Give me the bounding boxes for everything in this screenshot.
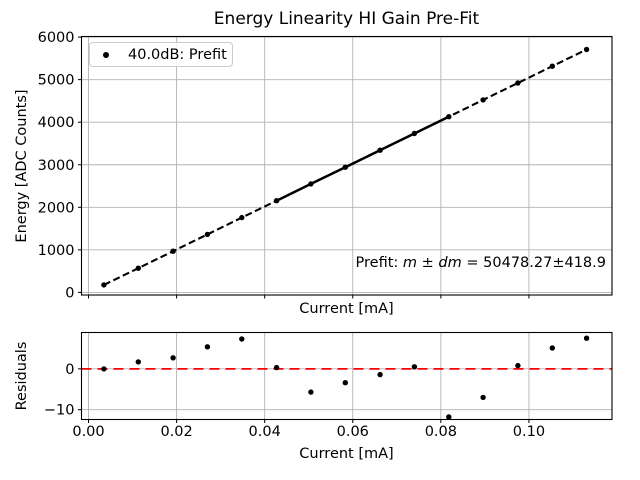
residuals-axis-label: Residuals: [14, 341, 30, 411]
data-point: [204, 231, 211, 238]
annotation-dm: dm: [438, 255, 462, 271]
data-point: [135, 359, 141, 365]
data-point: [308, 181, 314, 187]
data-point: [411, 364, 418, 370]
data-point: [583, 335, 590, 341]
data-point: [583, 46, 590, 53]
prefit-annotation: Prefit: m ± dm = 50478.27±418.9: [356, 255, 606, 271]
x-tick-label: 0.06: [337, 424, 369, 440]
x-tick-label: 0.00: [72, 424, 104, 440]
data-point: [549, 345, 555, 351]
data-point: [135, 265, 141, 271]
annotation-value: 50478.27±418.9: [483, 255, 606, 271]
y-tick-label: 0: [65, 362, 74, 378]
chart-title: Energy Linearity HI Gain Pre-Fit: [213, 9, 480, 29]
axes-border: [80, 331, 613, 421]
x-tick-label: 0.04: [249, 424, 281, 440]
legend-label: 40.0dB: Prefit: [128, 46, 227, 63]
bottom-current-axis-label: Current [mA]: [299, 446, 394, 462]
y-tick-label: 3000: [38, 158, 75, 174]
y-tick-label: 5000: [38, 73, 75, 89]
y-tick-label: −10: [44, 403, 75, 419]
data-point: [377, 371, 383, 378]
data-point: [446, 114, 452, 120]
y-tick-label: 6000: [38, 30, 75, 46]
data-point: [101, 366, 107, 372]
data-point: [273, 364, 280, 371]
legend-box: 40.0dB: Prefit: [89, 42, 233, 67]
y-tick-label: 0: [65, 285, 74, 301]
energy-axis-label: Energy [ADC Counts]: [14, 89, 30, 243]
y-tick-label: 2000: [38, 200, 75, 216]
data-point: [377, 147, 383, 153]
data-point: [170, 355, 176, 361]
annotation-prefix: Prefit:: [355, 255, 403, 271]
data-point: [273, 198, 280, 204]
data-point: [342, 164, 348, 170]
data-point: [446, 414, 452, 420]
data-point: [411, 130, 418, 137]
y-tick-label: 1000: [38, 243, 75, 259]
data-point: [515, 80, 521, 86]
fit-solid-segment: [276, 115, 450, 202]
data-point: [342, 380, 348, 386]
data-point: [308, 389, 314, 395]
top-current-axis-label: Current [mA]: [299, 301, 394, 317]
x-tick-label: 0.08: [425, 424, 457, 440]
legend-marker-dot-icon: [103, 51, 109, 58]
x-tick-label: 0.02: [160, 424, 192, 440]
data-point: [549, 63, 555, 69]
data-point: [101, 282, 107, 288]
data-point: [515, 362, 521, 369]
annotation-equals: =: [461, 255, 484, 271]
y-tick-label: 4000: [38, 115, 75, 131]
x-tick-label: 0.10: [513, 424, 545, 440]
data-point: [239, 214, 245, 221]
data-point: [239, 336, 245, 342]
data-point: [480, 394, 486, 401]
annotation-plusminus: ±: [417, 255, 439, 271]
data-point: [170, 248, 176, 254]
data-point: [204, 344, 211, 350]
axes-border: [80, 35, 613, 296]
annotation-m: m: [402, 255, 418, 271]
data-point: [480, 97, 486, 103]
